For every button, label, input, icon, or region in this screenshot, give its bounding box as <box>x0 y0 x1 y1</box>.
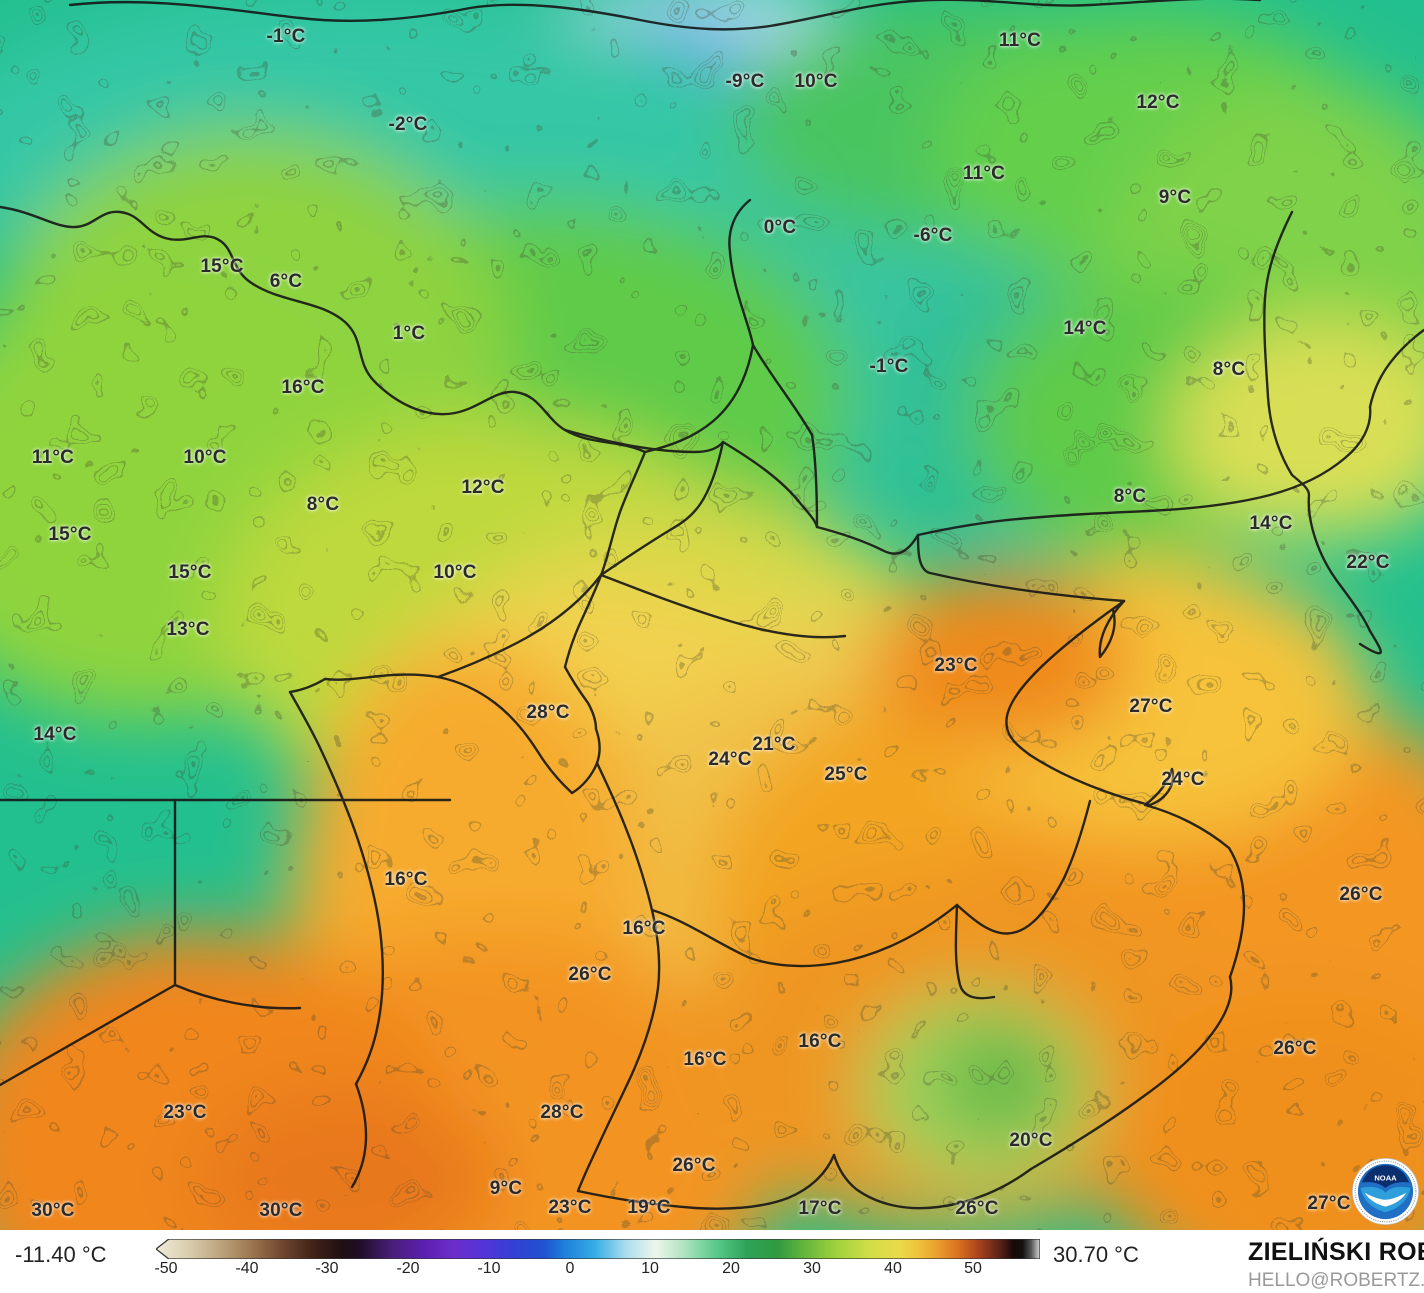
svg-text:NOAA: NOAA <box>1374 1173 1397 1182</box>
